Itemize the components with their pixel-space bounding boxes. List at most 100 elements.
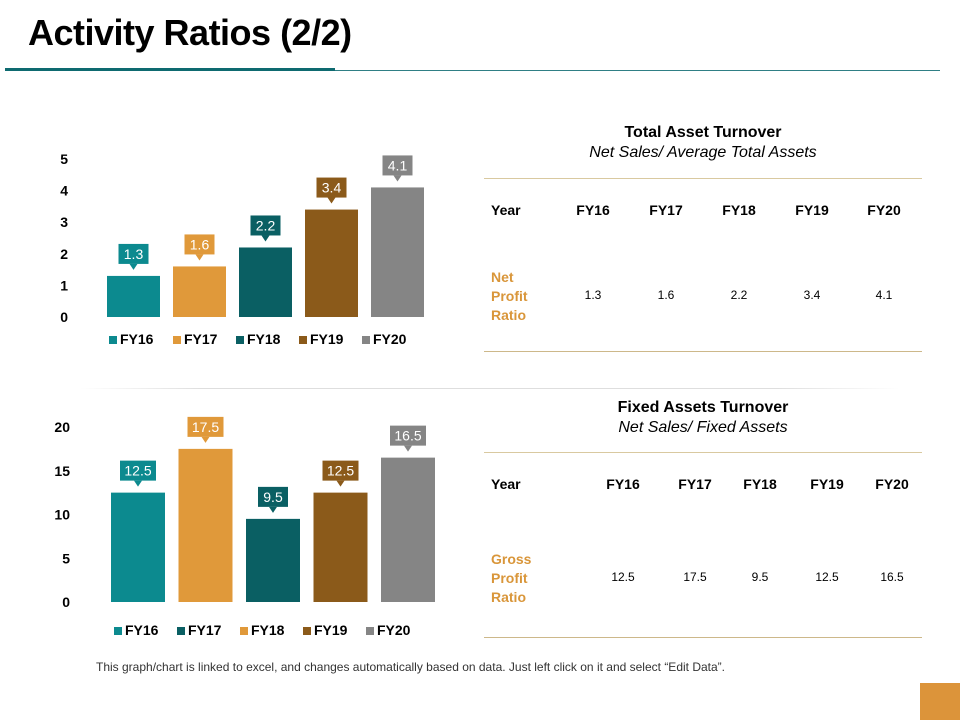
bar-fy19 [313, 492, 368, 602]
table1-value-cell: 4.1 [875, 288, 893, 302]
legend-label: FY20 [377, 622, 411, 638]
table1-header-cell: FY16 [576, 202, 610, 218]
data-label: 12.5 [124, 463, 151, 479]
data-label-pointer [261, 235, 270, 242]
data-label: 12.5 [327, 463, 354, 479]
legend-swatch [299, 336, 307, 344]
section-divider [80, 388, 900, 389]
title-underline [5, 70, 940, 71]
legend-swatch [173, 336, 181, 344]
table2-header-cell: FY16 [606, 476, 640, 492]
bar-fy17 [173, 266, 226, 317]
data-label: 2.2 [256, 217, 276, 233]
legend-label: FY16 [120, 331, 154, 347]
table1-subtitle: Net Sales/ Average Total Assets [589, 144, 817, 161]
data-label-pointer [404, 445, 412, 452]
legend-label: FY19 [310, 331, 344, 347]
corner-accent-block [920, 683, 960, 720]
bar-fy17 [178, 448, 233, 602]
total-asset-turnover-chart[interactable]: 0 1 2 3 4 5 1.3 1.6 2.2 3.4 4.1 FY16 FY17 FY18 FY19 FY2… [0, 145, 460, 360]
data-label: 1.3 [124, 246, 144, 262]
row-label-line: Net [491, 269, 514, 285]
data-label-box [118, 243, 149, 264]
page-title: Activity Ratios (2/2) [28, 12, 352, 53]
data-label-pointer [195, 254, 204, 261]
data-label-box [187, 416, 224, 437]
row-label-line: Profit [491, 570, 528, 586]
title-accent-bar [5, 68, 335, 71]
data-label-box [390, 425, 426, 446]
bar-fy20 [371, 187, 424, 317]
table1-top-rule [484, 178, 922, 179]
legend-swatch [362, 336, 370, 344]
table2-row-label: Gross Profit Ratio [491, 550, 531, 607]
table2-year-header: Year [491, 476, 521, 492]
bar-fy16 [107, 275, 160, 317]
legend-label: FY17 [184, 331, 218, 347]
table1-value-cell: 1.3 [584, 288, 602, 302]
table2-header-cell: FY19 [810, 476, 844, 492]
row-label-line: Ratio [491, 307, 526, 323]
table1-row-label: Net Profit Ratio [491, 268, 528, 325]
legend-label: FY19 [314, 622, 348, 638]
fixed-assets-turnover-chart[interactable]: 0 5 10 15 20 12.5 17.5 9.5 12.5 16.5 FY16 FY17 FY18 F… [0, 410, 460, 645]
bar-fy18 [246, 518, 300, 602]
table2-bottom-rule [484, 637, 922, 638]
data-label-box [184, 234, 215, 255]
table2-value-cell: 17.5 [683, 570, 707, 584]
legend-label: FY16 [125, 622, 159, 638]
table1-year-header: Year [491, 202, 521, 218]
data-label-box [120, 460, 156, 481]
data-label-box [258, 486, 288, 507]
footnote: This graph/chart is linked to excel, and… [96, 660, 725, 674]
data-label-pointer [201, 436, 210, 443]
data-label-pointer [327, 197, 336, 204]
y-tick-label: 10 [54, 507, 70, 523]
y-tick-label: 0 [60, 309, 68, 325]
data-label-pointer [134, 480, 142, 487]
data-label: 3.4 [322, 180, 342, 196]
row-label-line: Ratio [491, 589, 526, 605]
y-tick-label: 3 [60, 214, 68, 230]
table2-value-cell: 12.5 [815, 570, 839, 584]
y-tick-label: 0 [62, 594, 70, 610]
y-tick-label: 4 [60, 183, 68, 199]
data-label-pointer [269, 506, 277, 513]
legend-swatch [303, 627, 311, 635]
table2-value-cell: 16.5 [880, 570, 904, 584]
y-tick-label: 1 [60, 277, 68, 293]
legend-label: FY20 [373, 331, 407, 347]
legend-swatch [240, 627, 248, 635]
data-label-box [322, 460, 359, 481]
data-label: 4.1 [388, 157, 408, 173]
y-tick-label: 15 [54, 463, 70, 479]
legend-swatch [109, 336, 117, 344]
row-label-line: Gross [491, 551, 532, 567]
legend-label: FY18 [247, 331, 281, 347]
table1-header: Total Asset Turnover Net Sales/ Average … [484, 124, 922, 162]
legend-swatch [114, 627, 122, 635]
table2-header-cell: FY18 [743, 476, 777, 492]
data-label-pointer [129, 263, 138, 270]
data-label: 9.5 [263, 489, 283, 505]
y-tick-label: 2 [60, 246, 68, 262]
table1-value-cell: 3.4 [803, 288, 821, 302]
data-label-box [316, 177, 347, 198]
bar-fy18 [239, 247, 292, 317]
table2-header-cell: FY17 [678, 476, 712, 492]
row-label-line: Profit [491, 288, 528, 304]
data-label: 16.5 [394, 428, 421, 444]
bar-fy19 [305, 209, 358, 317]
table1-title: Total Asset Turnover [624, 124, 782, 141]
y-tick-label: 5 [60, 151, 68, 167]
legend-swatch [366, 627, 374, 635]
table2-subtitle: Net Sales/ Fixed Assets [618, 419, 788, 436]
table1-value-cell: 1.6 [657, 288, 675, 302]
y-tick-label: 5 [62, 550, 70, 566]
data-label-pointer [393, 175, 402, 182]
table1-header-cell: FY20 [867, 202, 901, 218]
table2-top-rule [484, 452, 922, 453]
table2-header: Fixed Assets Turnover Net Sales/ Fixed A… [484, 399, 922, 437]
table1-header-cell: FY18 [722, 202, 756, 218]
data-label: 1.6 [190, 236, 210, 252]
